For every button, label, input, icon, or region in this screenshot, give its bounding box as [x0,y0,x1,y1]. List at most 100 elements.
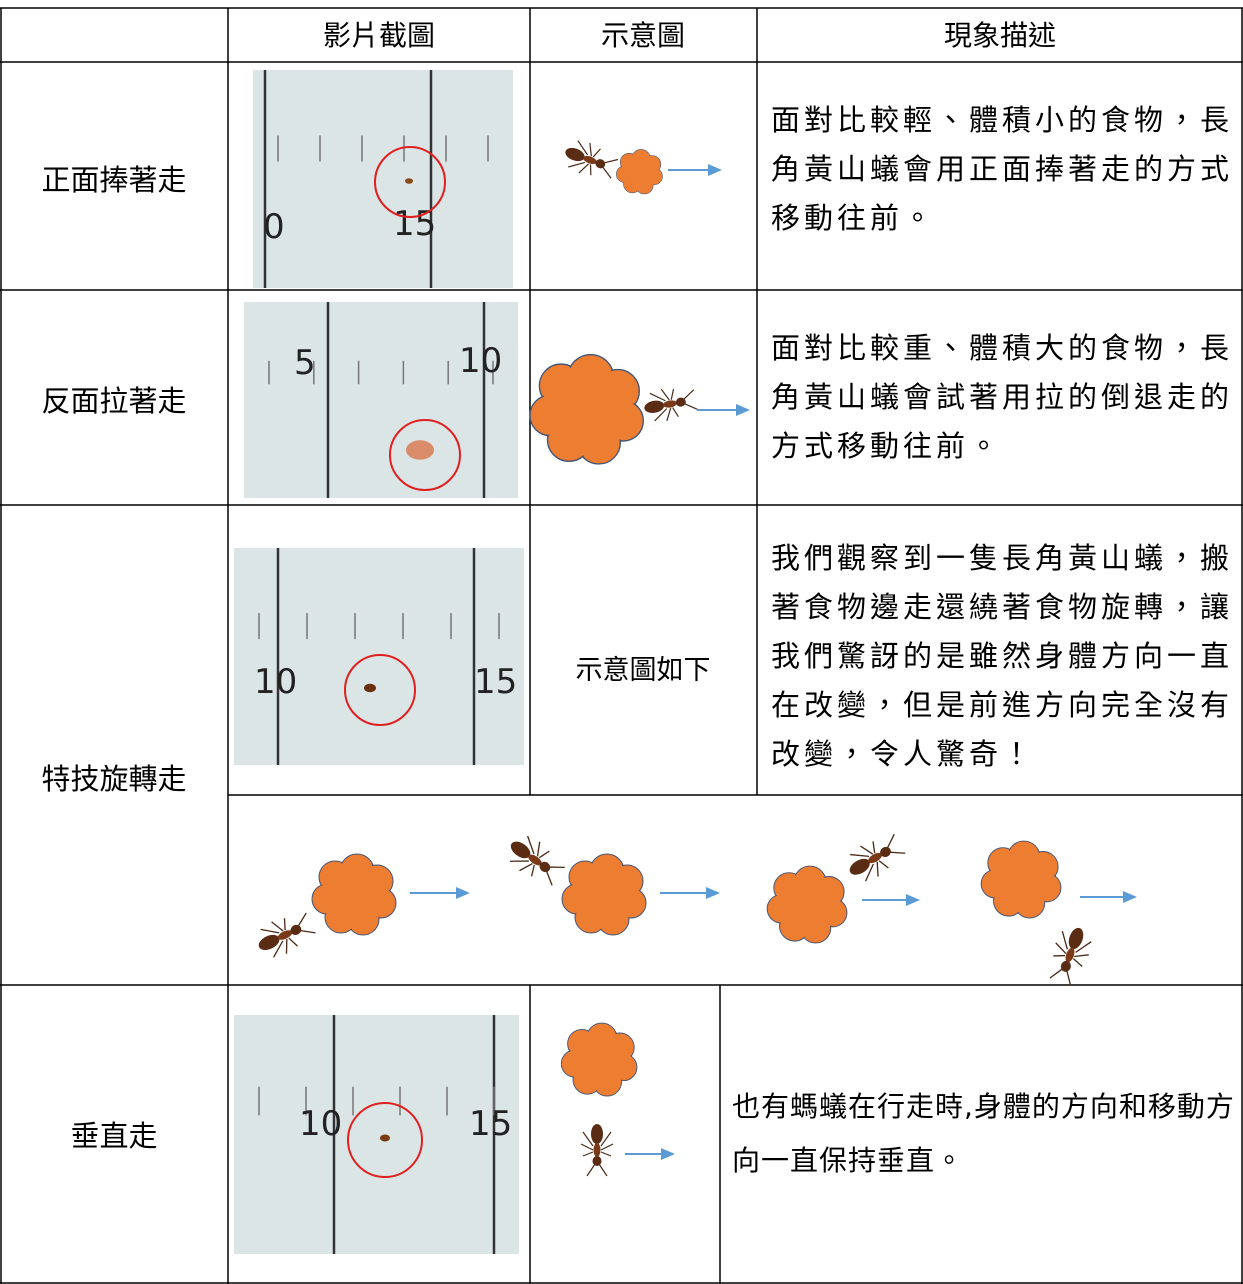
ant-thorax [277,930,293,940]
ant-leg [872,841,876,854]
header-cell: 現象描述 [943,19,1057,52]
ant-head [675,397,686,407]
ant-leg [538,850,550,859]
photo-background [244,302,518,498]
photo-background [234,548,524,765]
ant-head [595,159,606,169]
food-cloud [529,353,645,465]
row-label: 正面捧著走 [41,163,187,197]
ant-head [880,846,891,858]
header-cell: 示意圖 [600,19,686,52]
ant-leg [1055,942,1067,954]
ant-leg [283,918,286,931]
ant-leg [889,851,906,854]
ant-leg [509,860,529,862]
food-speck [406,440,434,460]
ant-leg [601,166,612,179]
ant-icon [565,140,618,179]
ant-leg [545,870,553,886]
ant-leg [272,940,284,958]
ant-leg [649,392,666,402]
arrow-head [736,404,750,416]
photo: 5 10 [244,302,518,498]
arrow-head [708,164,722,176]
arrow-head [706,887,720,899]
food-cloud [561,853,647,936]
photo-background [253,70,513,288]
description: 面對比較重、體積大的食物，長角黃山蟻會試著用拉的倒退走的方式移動往前。 [771,331,1234,463]
ant-icon [849,833,906,882]
food-fill [331,871,379,919]
food-fill [555,377,621,443]
ruler-number: 0 [263,207,285,247]
ant-leg [580,1143,594,1151]
ant-abdomen [258,934,280,951]
ant-thorax [528,854,542,866]
description: 我們觀察到一隻長角黃山蟻，搬著食物邊走還繞著食物旋轉，讓我們驚訝的是雖然身體方向… [771,541,1234,771]
ant-leg [1072,958,1083,967]
photo: 10 15 [234,1015,519,1254]
row-label: 垂直走 [70,1119,158,1153]
ant-leg [519,863,533,872]
food-fill [578,1038,622,1082]
ant-leg [288,937,298,947]
food-cloud [980,840,1062,919]
food-cloud [766,865,848,944]
ant-leg [589,142,592,157]
ant-leg [600,1143,614,1151]
arrow-head [456,887,470,899]
ant-leg [886,833,895,849]
ruler-number: 15 [474,662,517,702]
ant-head [290,924,302,935]
ant-leg [589,164,592,176]
ant-thorax [583,155,597,165]
ant-leg [600,1151,612,1157]
ant-leg [530,864,535,877]
description: 也有螞蟻在行走時,身體的方向和移動方向一直保持垂直。 [732,1090,1235,1177]
ant-icon [509,835,565,886]
arrow-head [1123,891,1137,903]
ant-leg [598,1163,608,1177]
ant-leg [578,163,590,174]
ant-leg [582,1131,594,1147]
ant-icon [580,1124,614,1177]
ant-leg [586,1163,596,1177]
ant-leg [654,408,668,422]
description: 面對比較輕、體積小的食物，長角黃山蟻會用正面捧著走的方式移動往前。 [771,103,1234,235]
ant-leg [536,841,541,857]
ant-leg [582,1151,594,1157]
ant-thorax [868,852,882,864]
row-label: 特技旋轉走 [41,762,187,796]
ant-leg [1049,968,1064,979]
ant-leg [683,389,695,401]
food-speck [380,1134,390,1142]
ant-leg [683,402,698,410]
food-fill [581,871,629,919]
photo: 0 15 [253,70,513,288]
ant-leg [526,835,535,855]
ant-head [539,861,551,873]
ant-icon [258,912,316,958]
ant-thorax [593,1143,601,1157]
food-speck [364,683,376,693]
food-speck [405,178,413,184]
ant-icon [1049,927,1092,986]
highlight-circle [347,1102,423,1178]
ruler-number: 15 [469,1104,512,1144]
arrow-head [906,894,920,906]
ant-leg [548,866,565,869]
food-cloud [616,149,663,195]
food-cloud [560,1022,638,1097]
food-fill [785,882,831,928]
ant-leg [260,928,280,934]
ant-leg [299,929,316,934]
ant-leg [603,158,618,164]
ant-leg [876,861,879,877]
photo-background [234,1015,519,1254]
photo: 10 15 [234,548,524,765]
ant-leg [860,845,874,855]
ant-thorax [663,400,677,408]
ant-leg [672,407,679,418]
